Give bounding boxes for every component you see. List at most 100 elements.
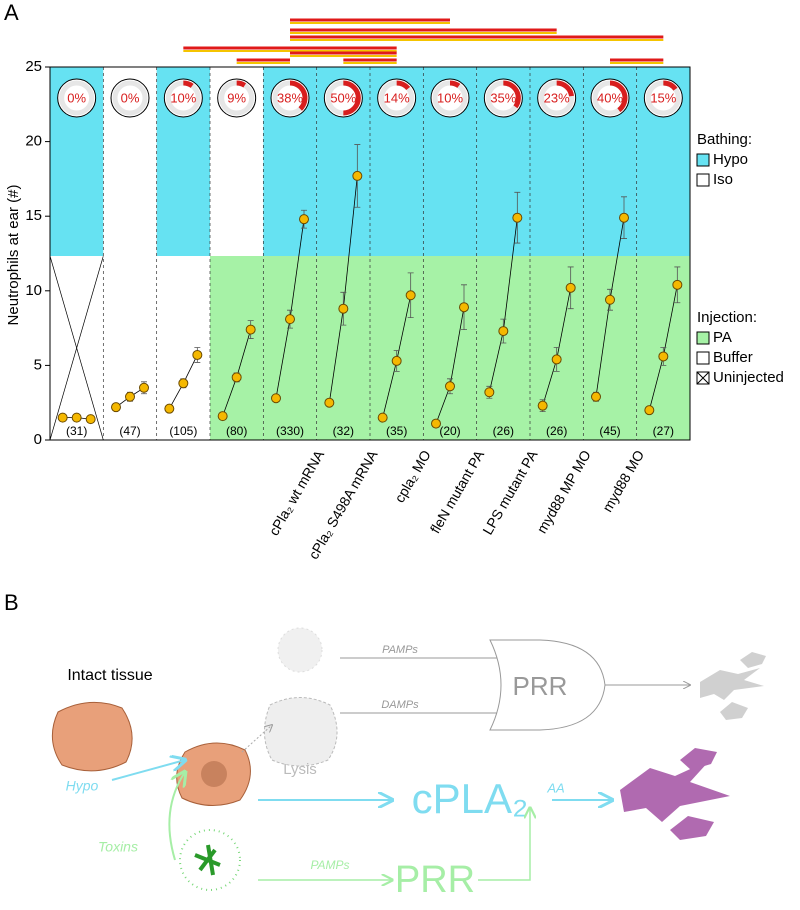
x-tick-label: myd88 MO [599,447,647,514]
cell [51,701,133,772]
percent-label: 35% [490,90,516,105]
label: DAMPs [381,699,419,711]
legend-label: Uninjected [713,369,784,386]
injection-region [103,256,157,440]
plot-frame [49,66,691,441]
panel-label: A [4,0,19,25]
data-point [391,355,402,366]
percent-label: 38% [277,90,303,105]
label: AA [546,780,564,795]
panel-label: B [4,590,19,615]
count-label: (31) [66,424,87,438]
neutrophil [680,748,717,770]
legend-cross [696,371,710,385]
nucleus [201,761,227,787]
data-point [644,405,655,416]
label: PAMPs [310,858,349,872]
data-point [85,414,96,425]
percent-arc [343,80,361,116]
x-tick-label: LPS mutant PA [479,447,541,538]
legend-label: Hypo [713,151,748,168]
cross [49,255,104,441]
legend-swatch [696,331,710,345]
data-point [537,400,548,411]
injection-region [476,256,530,440]
data-point [71,412,82,423]
percent-arc [503,80,521,109]
data-point [192,349,203,360]
label: cPLA₂ [412,775,529,822]
percent-arc [183,80,194,88]
count-label: (26) [546,424,567,438]
count-label: (20) [439,424,460,438]
data-point [338,303,349,314]
ring-track [59,80,95,116]
neutrophil [720,702,748,720]
y-tick-label: 10 [25,282,42,299]
lysed-cell [264,697,338,767]
ring-track [112,80,148,116]
x-tick-label: myd88 MP MO [533,447,593,536]
y-tick-label: 0 [34,431,42,448]
data-point [352,170,363,181]
percent-arc [556,80,575,97]
count-label: (26) [493,424,514,438]
debris [277,627,323,673]
arrow [241,725,272,753]
y-axis-label: Neutrophils at ear (#) [5,185,22,326]
legend-title: Bathing: [697,131,752,148]
arrow [168,772,185,861]
x-tick-label: cPla₂ wt mRNA [265,447,327,538]
legend-label: Buffer [713,349,753,366]
percent-label: 23% [544,90,570,105]
data-point [431,418,441,429]
data-point [459,302,469,313]
data-point [658,351,669,362]
y-tick-label: 5 [34,356,42,373]
data-point [324,397,335,408]
injection-region [156,256,210,440]
data-point [405,290,416,301]
percent-label: 15% [650,90,676,105]
y-tick-label: 15 [25,207,42,224]
percent-arc [663,80,678,91]
label: PRR [513,671,568,701]
count-label: (330) [276,424,304,438]
data-point [445,381,455,392]
legend-label: PA [713,329,732,346]
percent-arc [236,80,247,88]
y-tick-label: 20 [25,133,42,150]
x-tick-label: fleN mutant PA [427,447,488,536]
data-point [498,326,509,337]
legend-label: Iso [713,171,733,188]
injection-region [370,256,424,440]
data-point [285,314,295,325]
bacteria [179,829,241,891]
diagram: Intact tissue Lysis PAMPs DAMPs PRR Hypo… [51,627,766,901]
injection-region [423,256,477,440]
data-point [672,279,683,290]
neutrophil [620,760,730,822]
percent-label: 40% [597,90,623,105]
neutrophil [740,652,766,668]
count-label: (80) [226,424,247,438]
data-point [111,402,121,413]
data-point [484,387,495,398]
percent-label: 50% [330,90,356,105]
injection-region [583,256,637,440]
arrow [111,760,185,781]
x-tick-label: cpla₂ MO [391,447,434,505]
legend-title: Injection: [697,309,757,326]
count-label: (32) [333,424,354,438]
label: Lysis [283,761,317,778]
data-point [245,324,256,335]
label: Intact tissue [67,667,152,684]
percent-label: 0% [67,90,86,105]
legend-swatch [696,173,710,187]
data-point [164,403,175,414]
percent-arc [609,80,628,113]
percent-arc [449,80,461,88]
legend-swatch [696,153,710,167]
percent-arc [289,80,308,111]
injection-region [316,256,370,440]
